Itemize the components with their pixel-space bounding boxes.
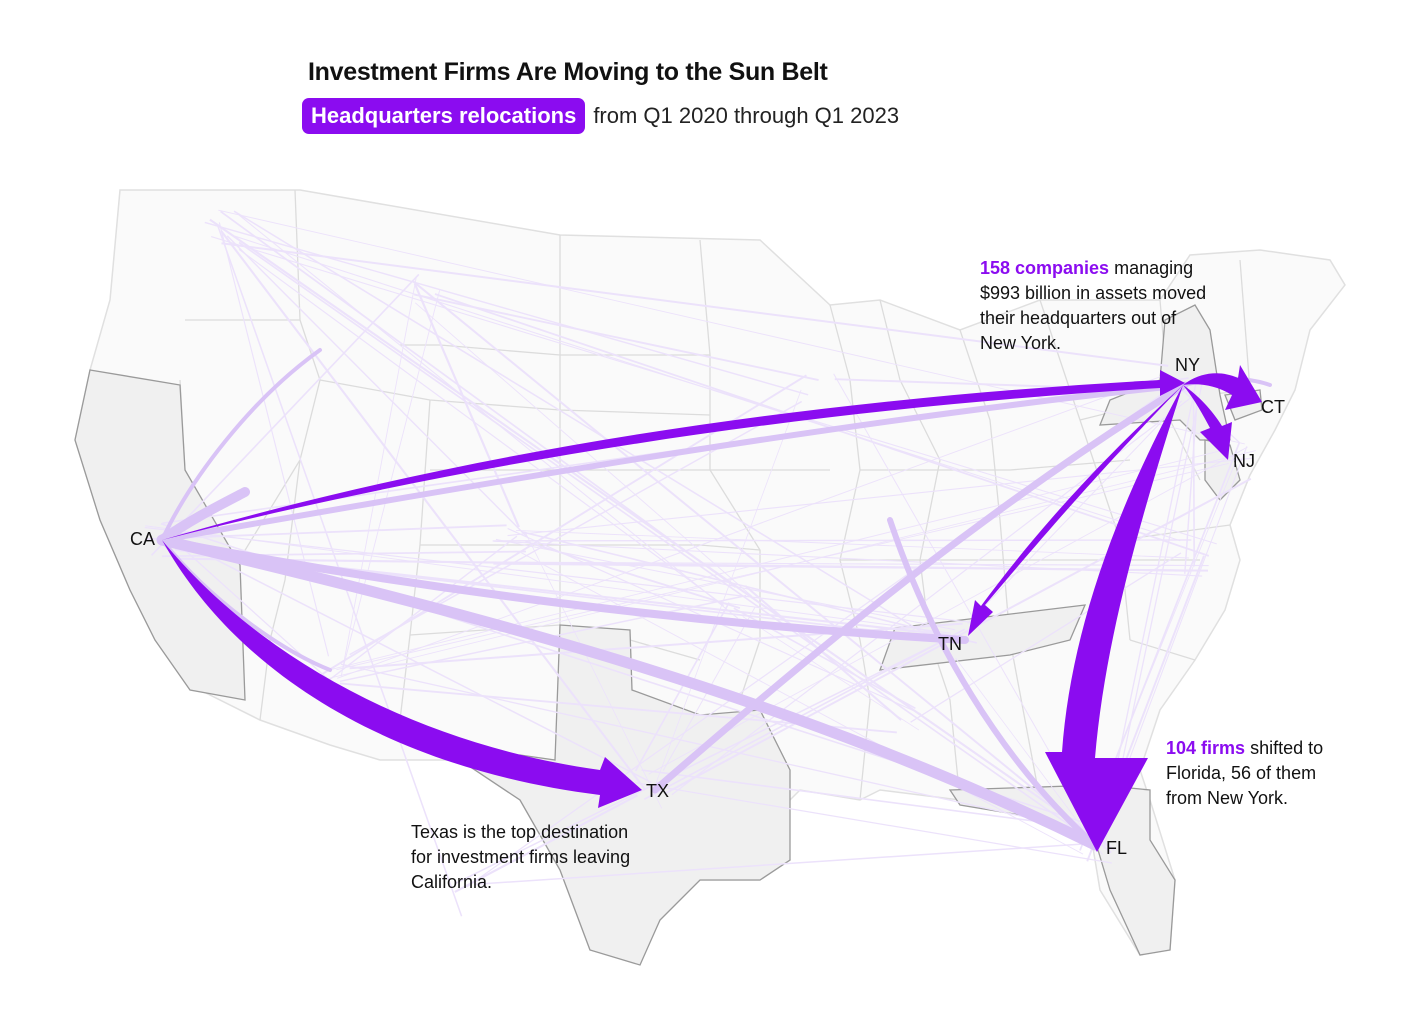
flow-ny-nj <box>1183 385 1232 460</box>
annotation-fl-highlight: 104 firms <box>1166 738 1246 758</box>
annotation-ny-highlight: 158 companies <box>980 258 1110 278</box>
background-flow-line <box>967 400 1183 624</box>
background-flow-line <box>413 283 520 528</box>
background-flow-line <box>211 236 1217 545</box>
background-flow-line <box>641 769 1107 832</box>
label-tn: TN <box>938 634 962 654</box>
annotation-tx: Texas is the top destination for investm… <box>411 820 630 895</box>
background-flow-line <box>492 539 1192 542</box>
annotation-ny-line2: $993 billion in assets moved <box>980 283 1207 303</box>
background-flow-line <box>342 290 441 668</box>
flow-ca-ny <box>162 370 1185 540</box>
annotation-fl-line3: from New York. <box>1166 788 1289 808</box>
flow-fl-in <box>887 517 1098 848</box>
background-flow-line <box>238 248 725 606</box>
background-flow-line <box>221 242 1169 367</box>
subtitle-text: from Q1 2020 through Q1 2023 <box>593 103 900 128</box>
label-nj: NJ <box>1233 451 1255 471</box>
background-flow-line <box>521 531 978 644</box>
background-flow-line <box>474 842 1093 886</box>
legend-pill: Headquarters relocations <box>302 98 586 134</box>
background-flow-line <box>209 218 1115 851</box>
flow-ny-ct <box>1183 365 1262 410</box>
flow-ny-fl <box>1045 385 1183 852</box>
annotation-fl-line1: shifted to <box>1245 738 1324 758</box>
background-flow-line <box>220 230 647 791</box>
background-flow-line <box>218 222 330 657</box>
label-ct: CT <box>1261 397 1285 417</box>
label-ny: NY <box>1175 355 1200 375</box>
annotation-ny: 158 companies managing $993 billion in a… <box>980 256 1206 356</box>
background-flow-line <box>174 537 652 784</box>
annotation-tx-line3: California. <box>411 872 493 892</box>
annotation-tx-line1: Texas is the top destination <box>411 822 629 842</box>
background-flow-line <box>411 279 1112 854</box>
background-flow-line <box>648 446 1248 775</box>
annotation-tx-line2: for investment firms leaving <box>411 847 631 867</box>
highlighted-flows <box>162 365 1262 852</box>
flow-tx-ny <box>651 381 1189 794</box>
background-flow-line <box>1184 397 1199 574</box>
background-flow-line <box>634 782 1113 864</box>
us-outline <box>74 189 1346 961</box>
flow-ca-nv <box>157 487 250 545</box>
background-flow-line <box>414 293 819 381</box>
background-flow-line <box>220 210 737 589</box>
label-tx: TX <box>646 781 669 801</box>
background-flow-line <box>204 221 809 396</box>
background-flow-line <box>233 210 951 650</box>
background-flow-line <box>744 585 902 721</box>
flow-ca-tn <box>158 536 969 644</box>
label-ca: CA <box>130 529 155 549</box>
background-flow-line <box>643 628 966 801</box>
flow-ca-fl <box>156 534 1101 851</box>
background-flow-line <box>1192 399 1195 567</box>
background-flow-line <box>337 374 1166 679</box>
background-flow-line <box>218 209 1245 445</box>
flow-ny-tn <box>968 385 1183 636</box>
background-flow-line <box>454 637 950 885</box>
background-flow-line <box>507 457 1254 537</box>
background-flow-line <box>340 663 1089 832</box>
label-fl: FL <box>1106 838 1127 858</box>
annotation-ny-line3: their headquarters out of <box>980 308 1177 328</box>
background-flow-line <box>145 525 951 634</box>
state-tn <box>879 604 1087 671</box>
background-flow-line <box>454 794 639 893</box>
background-flow-line <box>524 531 663 809</box>
background-flow-line <box>955 658 1103 855</box>
background-flow-line <box>434 293 1210 557</box>
flow-ca-ny-light <box>159 382 1188 543</box>
chart-title: Investment Firms Are Moving to the Sun B… <box>308 58 828 86</box>
flow-ca-tx <box>162 540 642 808</box>
background-flow-line <box>634 602 730 772</box>
background-flow-line <box>652 389 802 793</box>
background-flow-line <box>493 562 1209 572</box>
annotation-ny-line4: New York. <box>980 333 1062 353</box>
annotation-fl: 104 firms shifted to Florida, 56 of them… <box>1166 736 1323 811</box>
background-flow-line <box>520 552 1084 855</box>
background-flow-line <box>495 538 956 631</box>
annotation-ny-line1: managing <box>1109 258 1194 278</box>
annotation-fl-line2: Florida, 56 of them <box>1166 763 1317 783</box>
flow-ca-or <box>160 348 322 542</box>
background-flow-line <box>910 552 1182 723</box>
chart-subtitle: Headquarters relocations from Q1 2020 th… <box>302 97 899 135</box>
